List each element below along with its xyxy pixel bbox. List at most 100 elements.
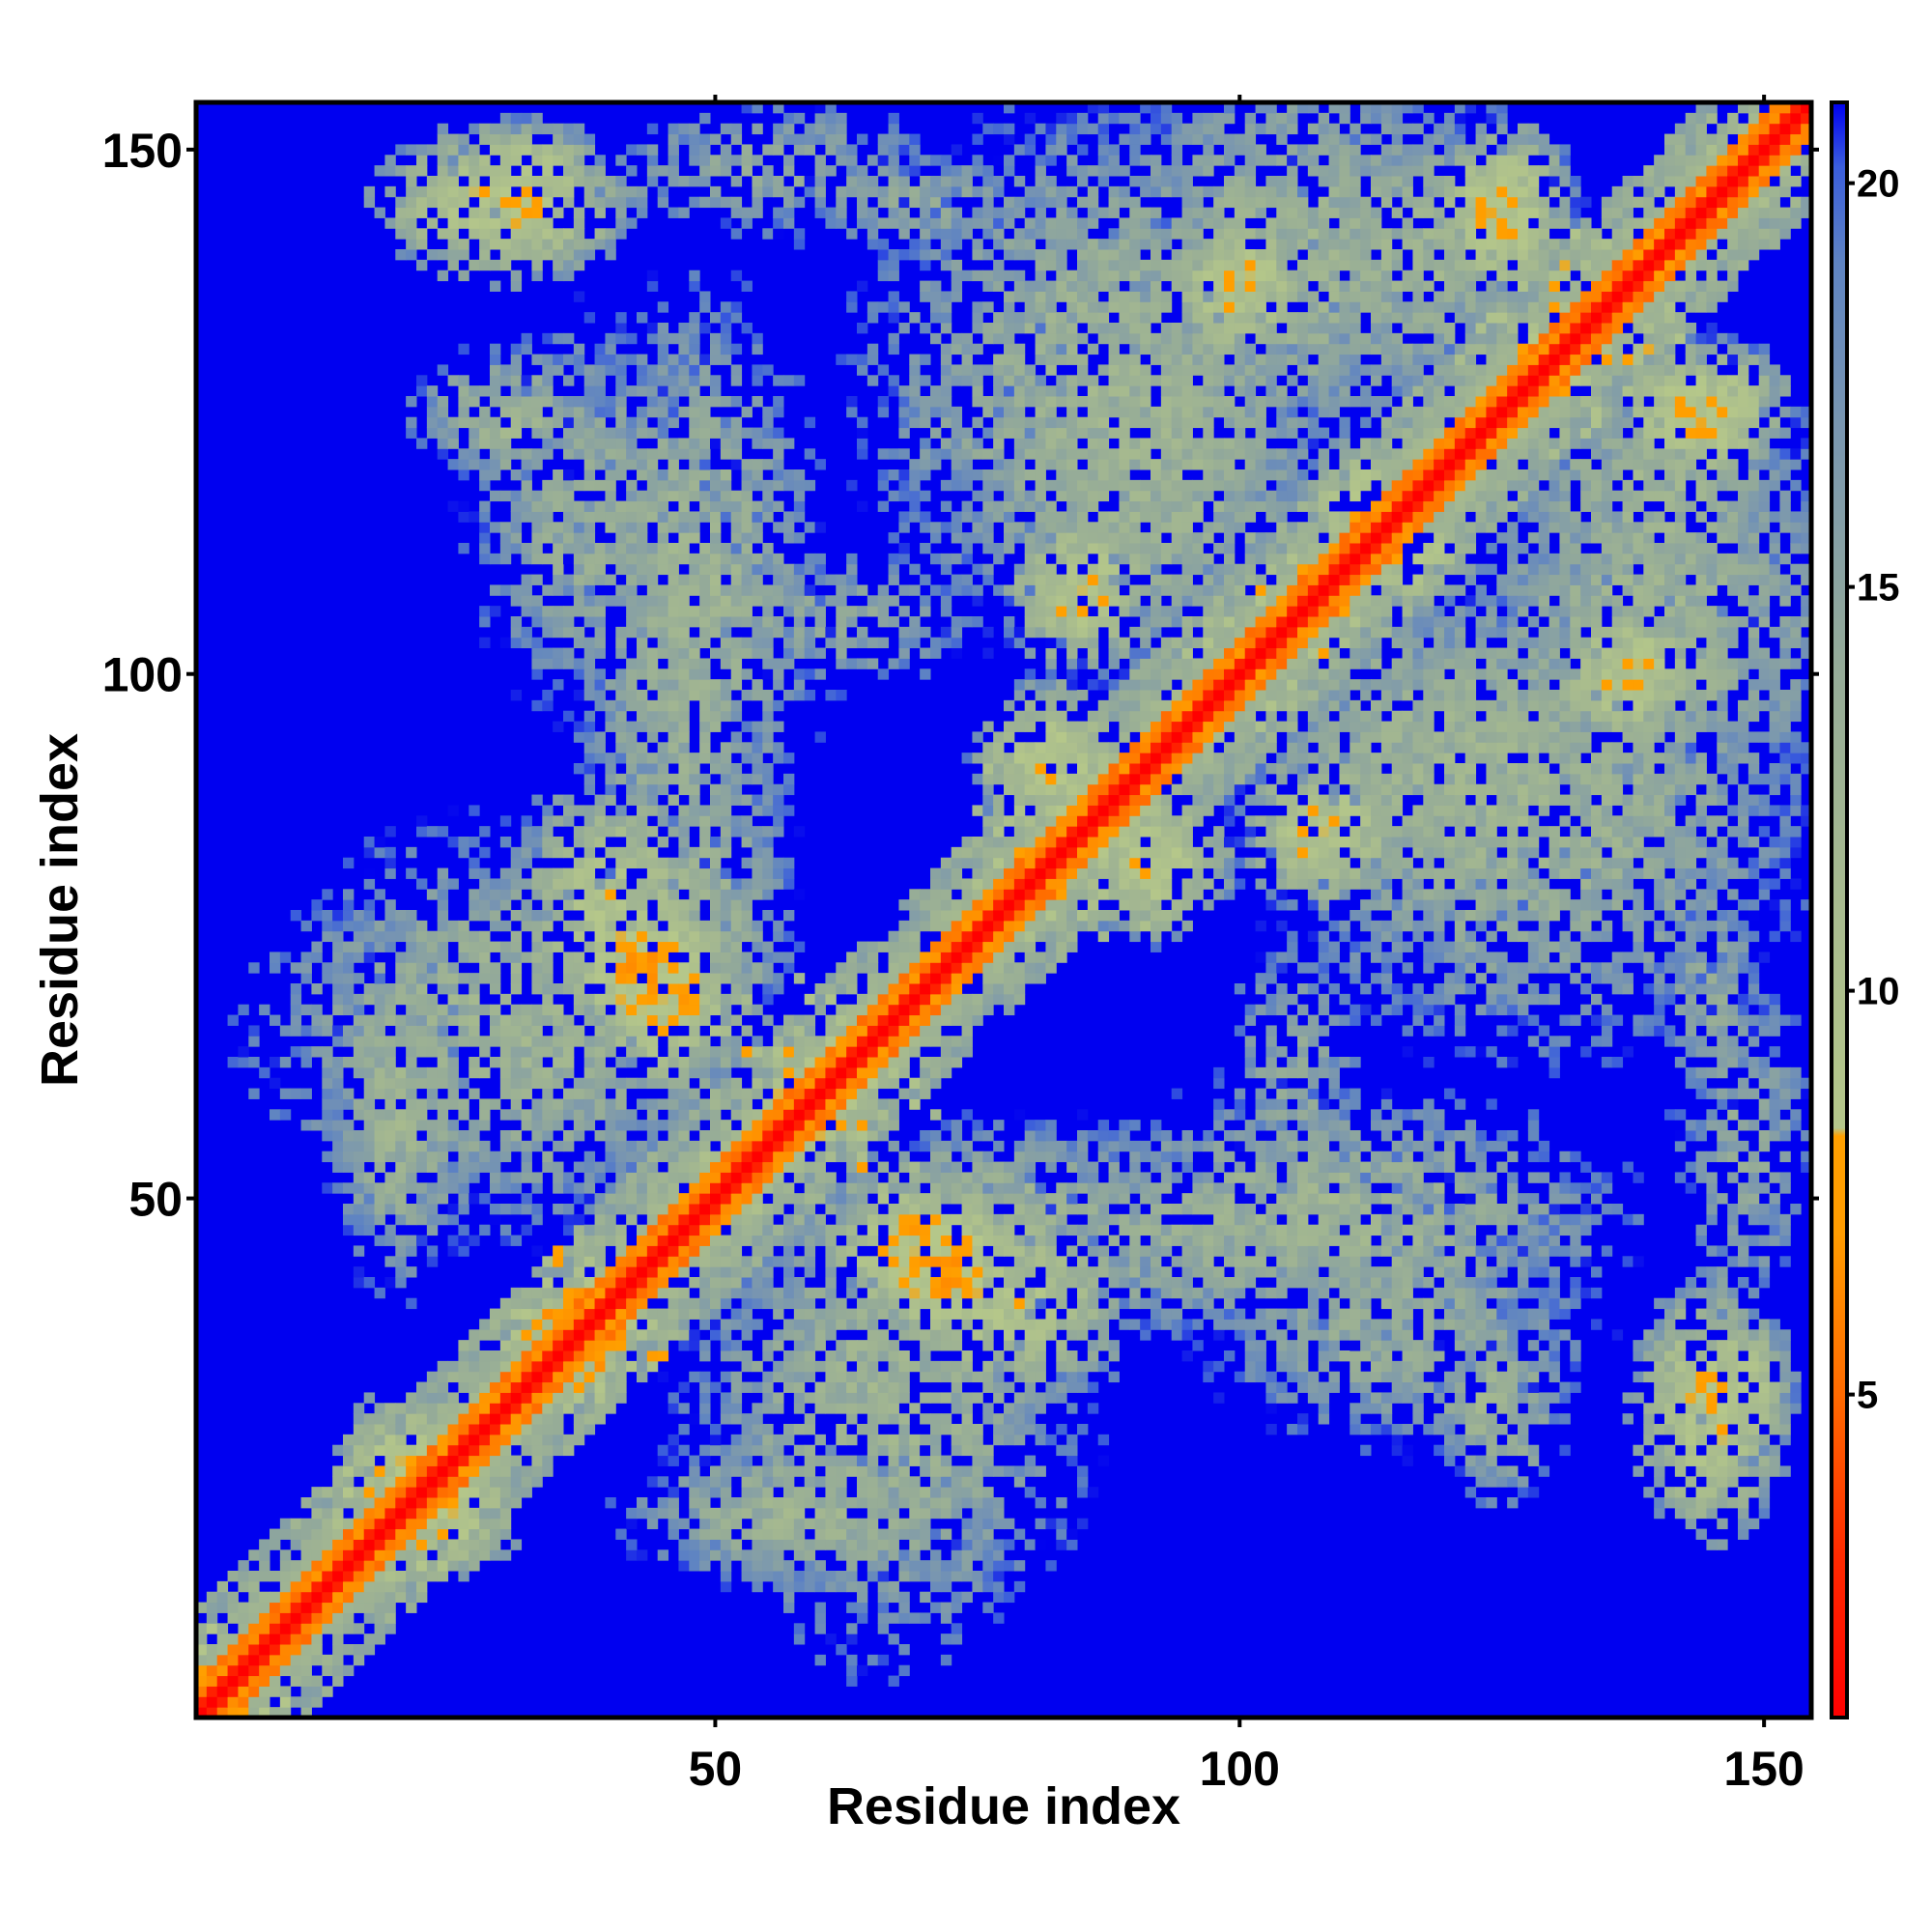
heatmap-cell: [720, 1245, 732, 1257]
heatmap-cell: [1371, 1319, 1382, 1330]
heatmap-cell: [793, 1465, 806, 1477]
heatmap-cell: [1328, 1297, 1340, 1310]
heatmap-cell: [615, 1025, 627, 1037]
heatmap-cell: [479, 532, 491, 544]
heatmap-cell: [1423, 1329, 1435, 1341]
heatmap-cell: [867, 1560, 879, 1572]
heatmap-cell: [583, 1077, 596, 1090]
heatmap-cell: [605, 176, 616, 187]
heatmap-cell: [825, 1571, 837, 1582]
heatmap-cell: [1097, 1434, 1110, 1446]
heatmap-cell: [374, 1434, 385, 1446]
heatmap-cell: [300, 1518, 312, 1530]
heatmap-cell: [531, 606, 543, 617]
heatmap-cell: [563, 1256, 575, 1267]
heatmap-cell: [668, 606, 679, 617]
heatmap-cell: [531, 941, 543, 952]
heatmap-cell: [741, 1277, 753, 1289]
heatmap-cell: [605, 952, 616, 963]
heatmap-cell: [689, 312, 700, 324]
heatmap-cell: [668, 459, 679, 470]
heatmap-cell: [437, 1066, 449, 1079]
heatmap-cell: [332, 910, 344, 922]
heatmap-cell: [940, 1602, 952, 1613]
heatmap-cell: [637, 837, 648, 848]
heatmap-cell: [626, 1518, 638, 1530]
heatmap-cell: [1035, 1403, 1046, 1414]
heatmap-cell: [940, 1245, 952, 1257]
heatmap-cell: [542, 690, 554, 701]
heatmap-cell: [615, 815, 627, 827]
heatmap-cell: [1391, 1266, 1404, 1278]
heatmap-cell: [646, 679, 659, 691]
heatmap-cell: [332, 1025, 344, 1037]
heatmap-cell: [773, 1371, 784, 1383]
heatmap-cell: [637, 406, 648, 418]
heatmap-cell: [1685, 1277, 1697, 1289]
heatmap-cell: [553, 889, 564, 900]
heatmap-cell: [1276, 1350, 1288, 1362]
heatmap-cell: [437, 878, 449, 890]
heatmap-cell: [573, 155, 585, 166]
heatmap-cell: [583, 1319, 596, 1330]
heatmap-cell: [594, 742, 606, 753]
heatmap-cell: [1402, 1287, 1413, 1299]
heatmap-cell: [416, 375, 428, 386]
heatmap-cell: [583, 1224, 596, 1236]
heatmap-cell: [395, 1025, 407, 1037]
heatmap-cell: [804, 1245, 816, 1257]
heatmap-cell: [668, 1287, 679, 1299]
heatmap-cell: [940, 1213, 952, 1226]
heatmap-cell: [374, 1193, 385, 1205]
heatmap-cell: [395, 1182, 407, 1194]
heatmap-cell: [479, 259, 491, 271]
heatmap-cell: [825, 1539, 837, 1550]
heatmap-cell: [1297, 1308, 1309, 1320]
heatmap-cell: [469, 1161, 480, 1173]
heatmap-cell: [553, 144, 564, 156]
heatmap-cell: [573, 553, 585, 565]
heatmap-cell: [353, 1571, 365, 1582]
heatmap-cell: [1434, 1266, 1445, 1278]
heatmap-cell: [279, 1088, 292, 1099]
heatmap-cell: [615, 1256, 627, 1267]
heatmap-cell: [1004, 1266, 1015, 1278]
heatmap-cell: [857, 1424, 868, 1435]
heatmap-cell: [877, 1434, 890, 1446]
heatmap-cell: [920, 1444, 931, 1457]
heatmap-cell: [1685, 1392, 1697, 1404]
heatmap-cell: [930, 1602, 942, 1613]
heatmap-cell: [626, 1120, 638, 1131]
heatmap-cell: [406, 1130, 417, 1142]
heatmap-cell: [227, 1571, 239, 1582]
heatmap-cell: [510, 1329, 523, 1341]
heatmap-cell: [594, 1204, 606, 1215]
heatmap-cell: [553, 563, 564, 576]
heatmap-cell: [1633, 1465, 1644, 1477]
heatmap-cell: [1402, 1381, 1413, 1393]
heatmap-cell: [605, 1130, 616, 1142]
heatmap-cell: [846, 1623, 858, 1634]
heatmap-cell: [1013, 1424, 1026, 1435]
heatmap-cell: [1486, 1444, 1497, 1457]
heatmap-cell: [531, 490, 543, 502]
heatmap-cell: [469, 228, 480, 240]
heatmap-cell: [479, 616, 491, 628]
heatmap-cell: [940, 1465, 952, 1477]
heatmap-cell: [689, 647, 700, 659]
heatmap-cell: [752, 1245, 763, 1257]
heatmap-cell: [196, 1602, 208, 1613]
heatmap-cell: [846, 1235, 858, 1246]
heatmap-cell: [1265, 1266, 1277, 1278]
heatmap-cell: [646, 783, 659, 796]
heatmap-cell: [1391, 1392, 1404, 1404]
heatmap-cell: [1244, 1256, 1257, 1267]
heatmap-cell: [290, 962, 302, 974]
heatmap-cell: [668, 490, 679, 502]
heatmap-cell: [490, 1172, 501, 1183]
heatmap-cell: [657, 1549, 669, 1561]
heatmap-cell: [678, 1329, 690, 1341]
heatmap-cell: [583, 406, 596, 418]
heatmap-cell: [793, 1235, 806, 1246]
heatmap-cell: [343, 1036, 355, 1047]
